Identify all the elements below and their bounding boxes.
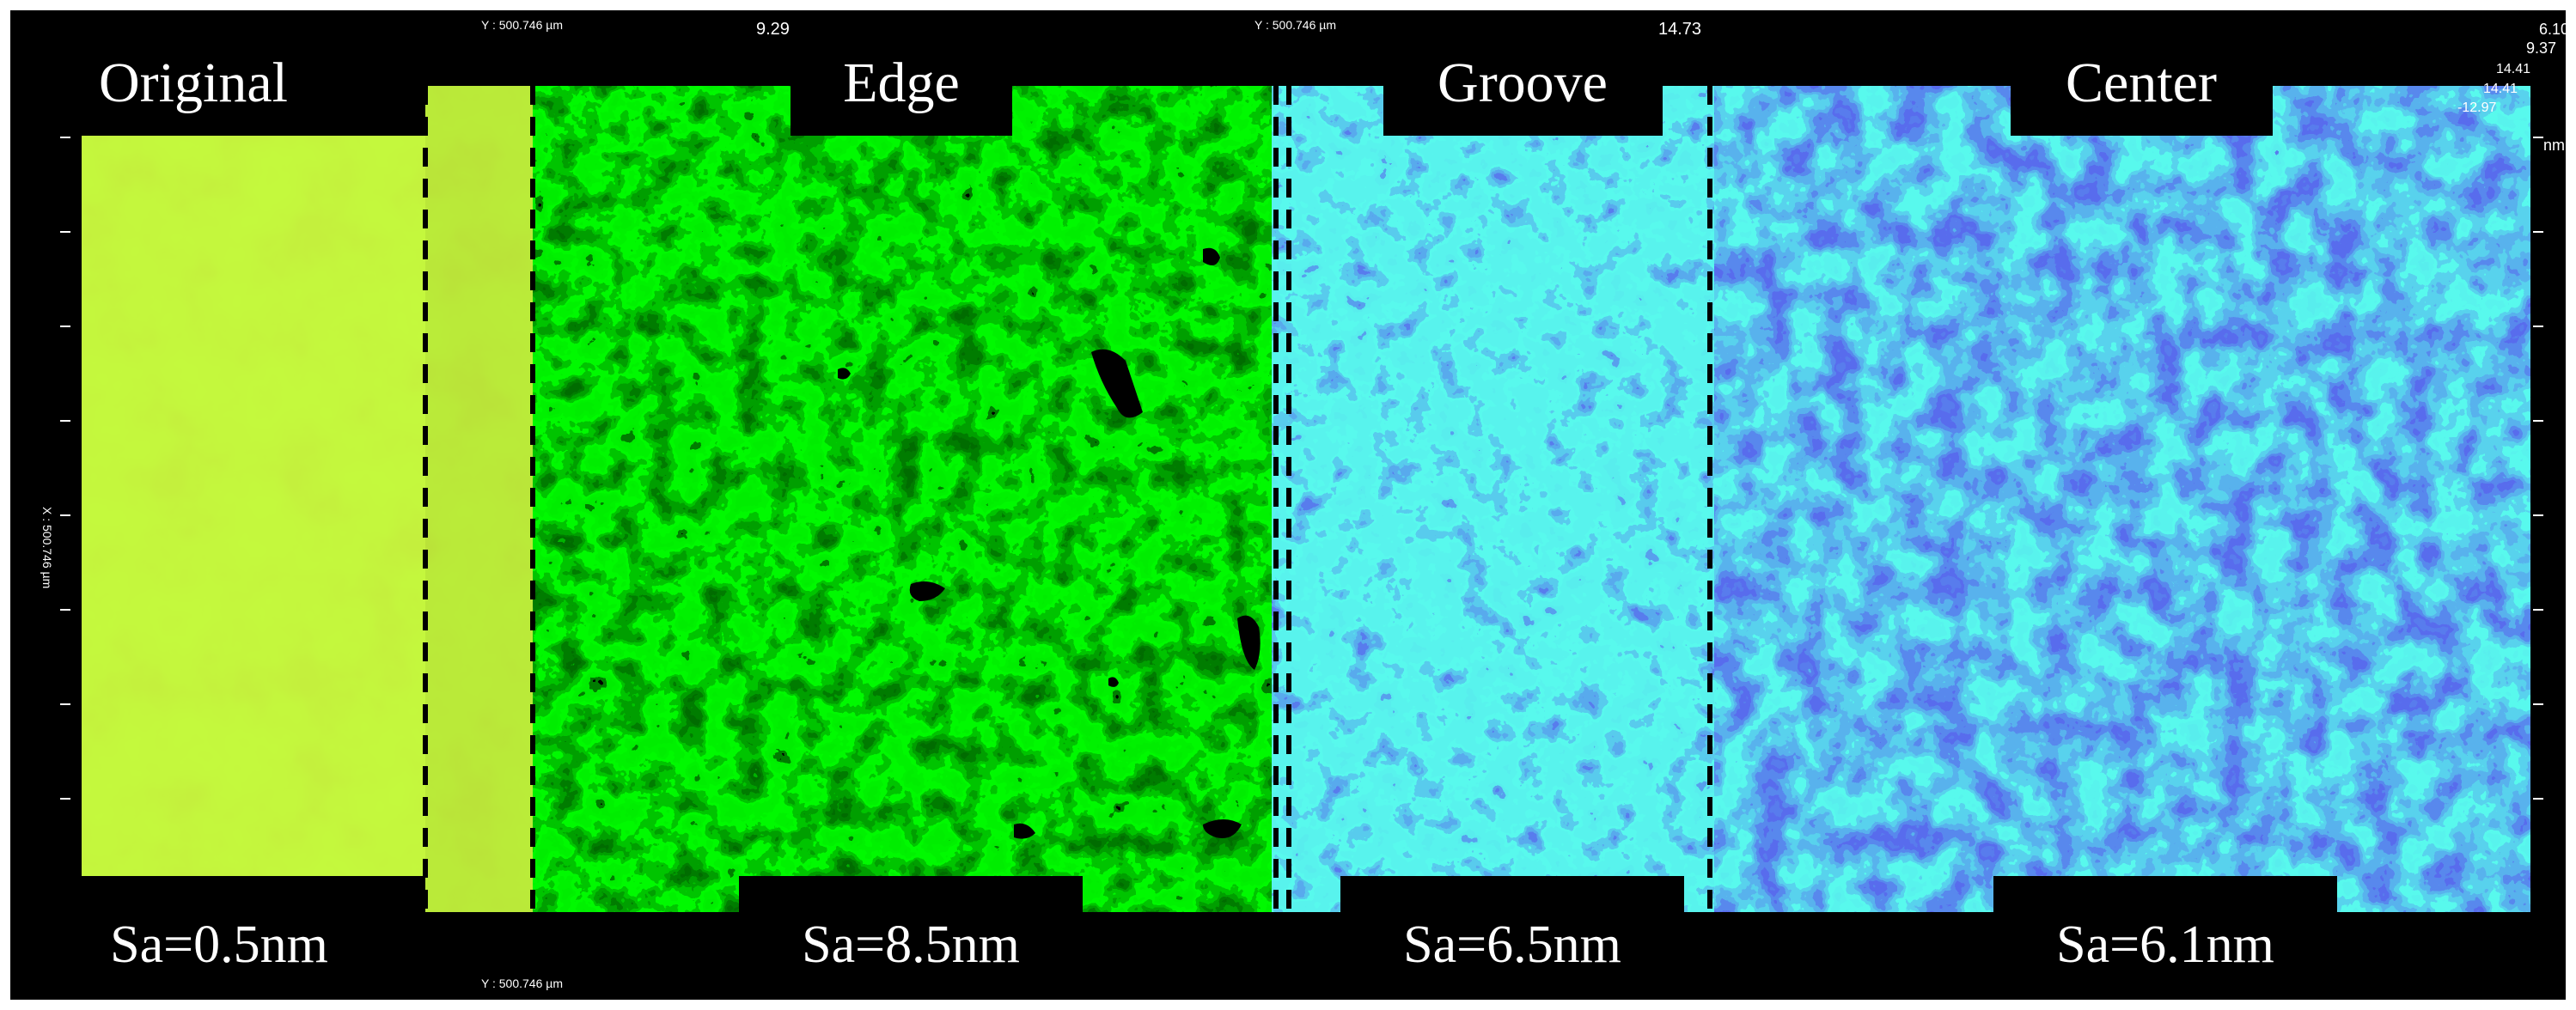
edge-title: Edge — [843, 52, 960, 114]
edge-sa-tab — [739, 876, 1083, 1000]
afm-image-transition — [425, 86, 533, 912]
center-roughness: Sa=6.1nm — [2056, 916, 2274, 974]
scale-value-6: 14.73 — [1658, 20, 1701, 39]
scan-label-side: X : 500.746 µm — [40, 507, 54, 588]
surface-pits — [838, 247, 1261, 839]
groove-sa-tab — [1340, 876, 1684, 1000]
scale-value-4: 14.41 — [2483, 82, 2518, 96]
edge-title-tab — [791, 10, 1012, 136]
original-roughness: Sa=0.5nm — [110, 916, 328, 974]
center-title: Center — [2066, 52, 2217, 114]
original-title: Original — [99, 52, 288, 114]
scan-label-top-2: Y : 500.746 µm — [1254, 18, 1336, 32]
scale-unit: nm — [2543, 137, 2565, 154]
scan-label-top-1: Y : 500.746 µm — [481, 18, 563, 32]
afm-image-groove — [1272, 86, 1714, 912]
afm-image-center — [1714, 86, 2530, 912]
scale-value-3: 14.41 — [2496, 62, 2530, 76]
afm-image-original — [82, 136, 425, 876]
axis-ticks — [60, 137, 2543, 800]
original-sa-tab — [10, 876, 425, 1000]
region-boundaries — [423, 86, 1712, 912]
edge-roughness: Sa=8.5nm — [802, 916, 1020, 974]
afm-image-edge — [533, 86, 1272, 912]
scale-value-5: -12.97 — [2457, 100, 2496, 115]
groove-roughness: Sa=6.5nm — [1403, 916, 1621, 974]
scan-label-bottom-1: Y : 500.746 µm — [481, 977, 563, 990]
color-scale-strip — [2530, 10, 2566, 1000]
scale-value-7: 9.29 — [756, 20, 790, 39]
center-sa-tab — [1993, 876, 2337, 1000]
scale-value-2: 9.37 — [2526, 40, 2556, 57]
groove-title: Groove — [1438, 52, 1608, 114]
scale-value-1: 6.107 — [2539, 21, 2576, 38]
color-scale-values: 6.107 9.37 14.41 14.41 -12.97 14.73 9.29… — [756, 20, 2576, 154]
groove-title-tab — [1383, 10, 1663, 136]
center-title-tab — [2011, 10, 2273, 136]
original-title-tab — [10, 10, 380, 136]
